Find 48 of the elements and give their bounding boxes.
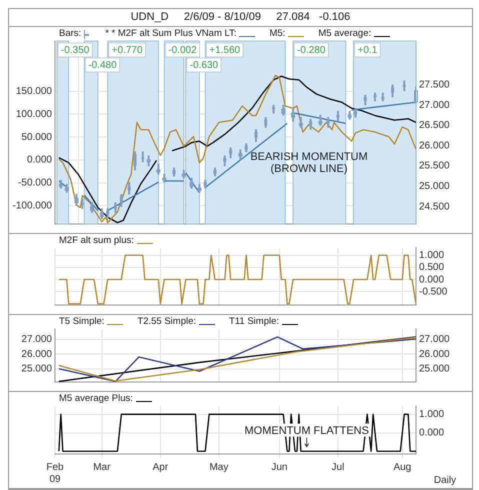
y-tick-label: 0.000	[419, 428, 444, 439]
legend-label: M5 average:	[318, 28, 372, 39]
x-tick-label: Apr	[152, 462, 169, 473]
y-tick-label: 1.000	[419, 250, 444, 262]
legend-label: T2.55 Simple:	[137, 316, 196, 327]
y-tick-label: 150.000	[16, 86, 52, 98]
x-tick-label: Feb 09	[46, 462, 64, 485]
candlestick	[414, 86, 418, 104]
legend-label: M5 average Plus:	[59, 393, 133, 404]
y-tick-label: 0.000	[26, 154, 52, 166]
legend-label: T5 Simple:	[59, 316, 104, 327]
annotation: -0.350	[60, 44, 90, 56]
y2-tick-label: 27.500	[419, 80, 450, 91]
annotation: -0.630	[190, 60, 219, 71]
legend-label: M5:	[269, 28, 286, 39]
y-tick-label: 1.000	[419, 409, 444, 420]
y-tick-label: 100.000	[16, 108, 52, 120]
x-tick-label: May	[209, 462, 228, 473]
legend-label: Bars:	[59, 28, 82, 39]
annotation: MOMENTUM FLATTENS	[244, 425, 369, 438]
annotation: -0.002	[168, 44, 198, 56]
y-tick-label: 50.000	[21, 132, 52, 143]
annotation: +0.1	[358, 44, 378, 56]
annotation: -0.480	[88, 60, 118, 71]
annotation: +1.560	[209, 44, 241, 56]
y-tick-label: 26.000	[21, 348, 52, 360]
x-tick-label: Aug	[393, 462, 412, 473]
y-tick-label: 0.000	[419, 274, 444, 286]
legend-label: T11 Simple:	[229, 316, 280, 327]
annotation: +0.770	[112, 44, 143, 56]
y-tick-label: -0.500	[419, 286, 448, 298]
y-tick-label: 27.000	[21, 334, 52, 346]
y2-tick-label: 25.500	[419, 160, 450, 172]
legend-label: * * M2F alt Sum Plus VNam LT:	[105, 28, 236, 39]
x-tick-label: Jun	[271, 462, 288, 473]
x-tick-label: Jul	[332, 462, 344, 473]
y2-tick-label: 26.500	[419, 120, 450, 132]
y2-tick-label: 24.500	[419, 201, 450, 212]
chart-title: UDN_D 2/6/09 - 8/10/09 27.084 -0.106	[9, 9, 472, 27]
annotation: BEARISH MOMENTUM (BROWN LINE)	[250, 150, 368, 175]
y-tick-label: 0.500	[419, 262, 444, 274]
y-tick-label: -50.000	[18, 178, 52, 189]
annotation: -0.280	[297, 44, 326, 56]
text: Daily	[432, 475, 458, 486]
x-tick-label: Mar	[93, 462, 112, 473]
y-tick-label: -100.000	[12, 200, 52, 212]
legend-label: M2F alt sum plus:	[59, 235, 134, 246]
y-tick-label: 25.000	[21, 364, 52, 374]
